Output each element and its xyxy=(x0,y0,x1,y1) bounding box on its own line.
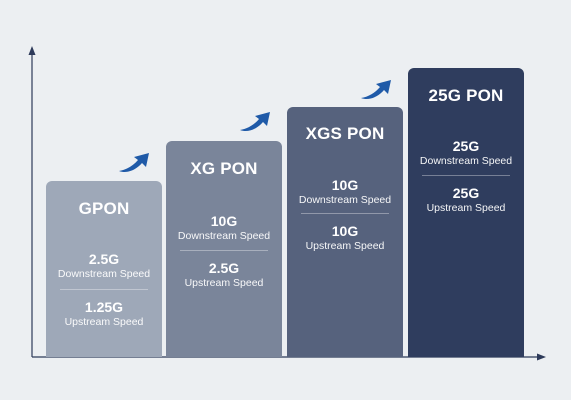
column-title: XG PON xyxy=(190,159,258,178)
column-gpon: GPON 2.5G Downstream Speed 1.25G Upstrea… xyxy=(46,181,162,357)
downstream-label: Downstream Speed xyxy=(419,155,513,167)
divider xyxy=(422,175,510,176)
upstream-spec: 1.25G Upstream Speed xyxy=(46,299,162,329)
upstream-spec: 25G Upstream Speed xyxy=(408,185,524,215)
upstream-label: Upstream Speed xyxy=(184,277,264,289)
divider xyxy=(301,213,389,214)
column-title: XGS PON xyxy=(305,124,385,143)
up-right-arrow-icon xyxy=(240,112,270,132)
downstream-value: 2.5G xyxy=(88,251,120,267)
upstream-value: 1.25G xyxy=(84,299,124,315)
downstream-spec: 2.5G Downstream Speed xyxy=(46,251,162,281)
upstream-label: Upstream Speed xyxy=(305,240,385,252)
upstream-label: Upstream Speed xyxy=(64,316,144,328)
column-title: GPON xyxy=(78,199,130,218)
upstream-spec: 10G Upstream Speed xyxy=(287,223,403,253)
upstream-value: 2.5G xyxy=(208,260,240,276)
column-xgs-pon: XGS PON 10G Downstream Speed 10G Upstrea… xyxy=(287,107,403,357)
column-xg-pon: XG PON 10G Downstream Speed 2.5G Upstrea… xyxy=(166,141,282,357)
upstream-label: Upstream Speed xyxy=(426,202,506,214)
downstream-label: Downstream Speed xyxy=(177,230,271,242)
up-right-arrow-icon xyxy=(119,153,149,173)
divider xyxy=(180,250,268,251)
downstream-value: 10G xyxy=(331,177,359,193)
upstream-spec: 2.5G Upstream Speed xyxy=(166,260,282,290)
downstream-value: 10G xyxy=(210,213,238,229)
column-title: 25G PON xyxy=(428,86,504,105)
downstream-spec: 10G Downstream Speed xyxy=(166,213,282,243)
upstream-value: 25G xyxy=(452,185,480,201)
downstream-spec: 10G Downstream Speed xyxy=(287,177,403,207)
downstream-label: Downstream Speed xyxy=(57,268,151,280)
divider xyxy=(60,289,148,290)
up-right-arrow-icon xyxy=(361,80,391,100)
downstream-label: Downstream Speed xyxy=(298,194,392,206)
downstream-spec: 25G Downstream Speed xyxy=(408,138,524,168)
upstream-value: 10G xyxy=(331,223,359,239)
column-25g-pon: 25G PON 25G Downstream Speed 25G Upstrea… xyxy=(408,68,524,357)
downstream-value: 25G xyxy=(452,138,480,154)
